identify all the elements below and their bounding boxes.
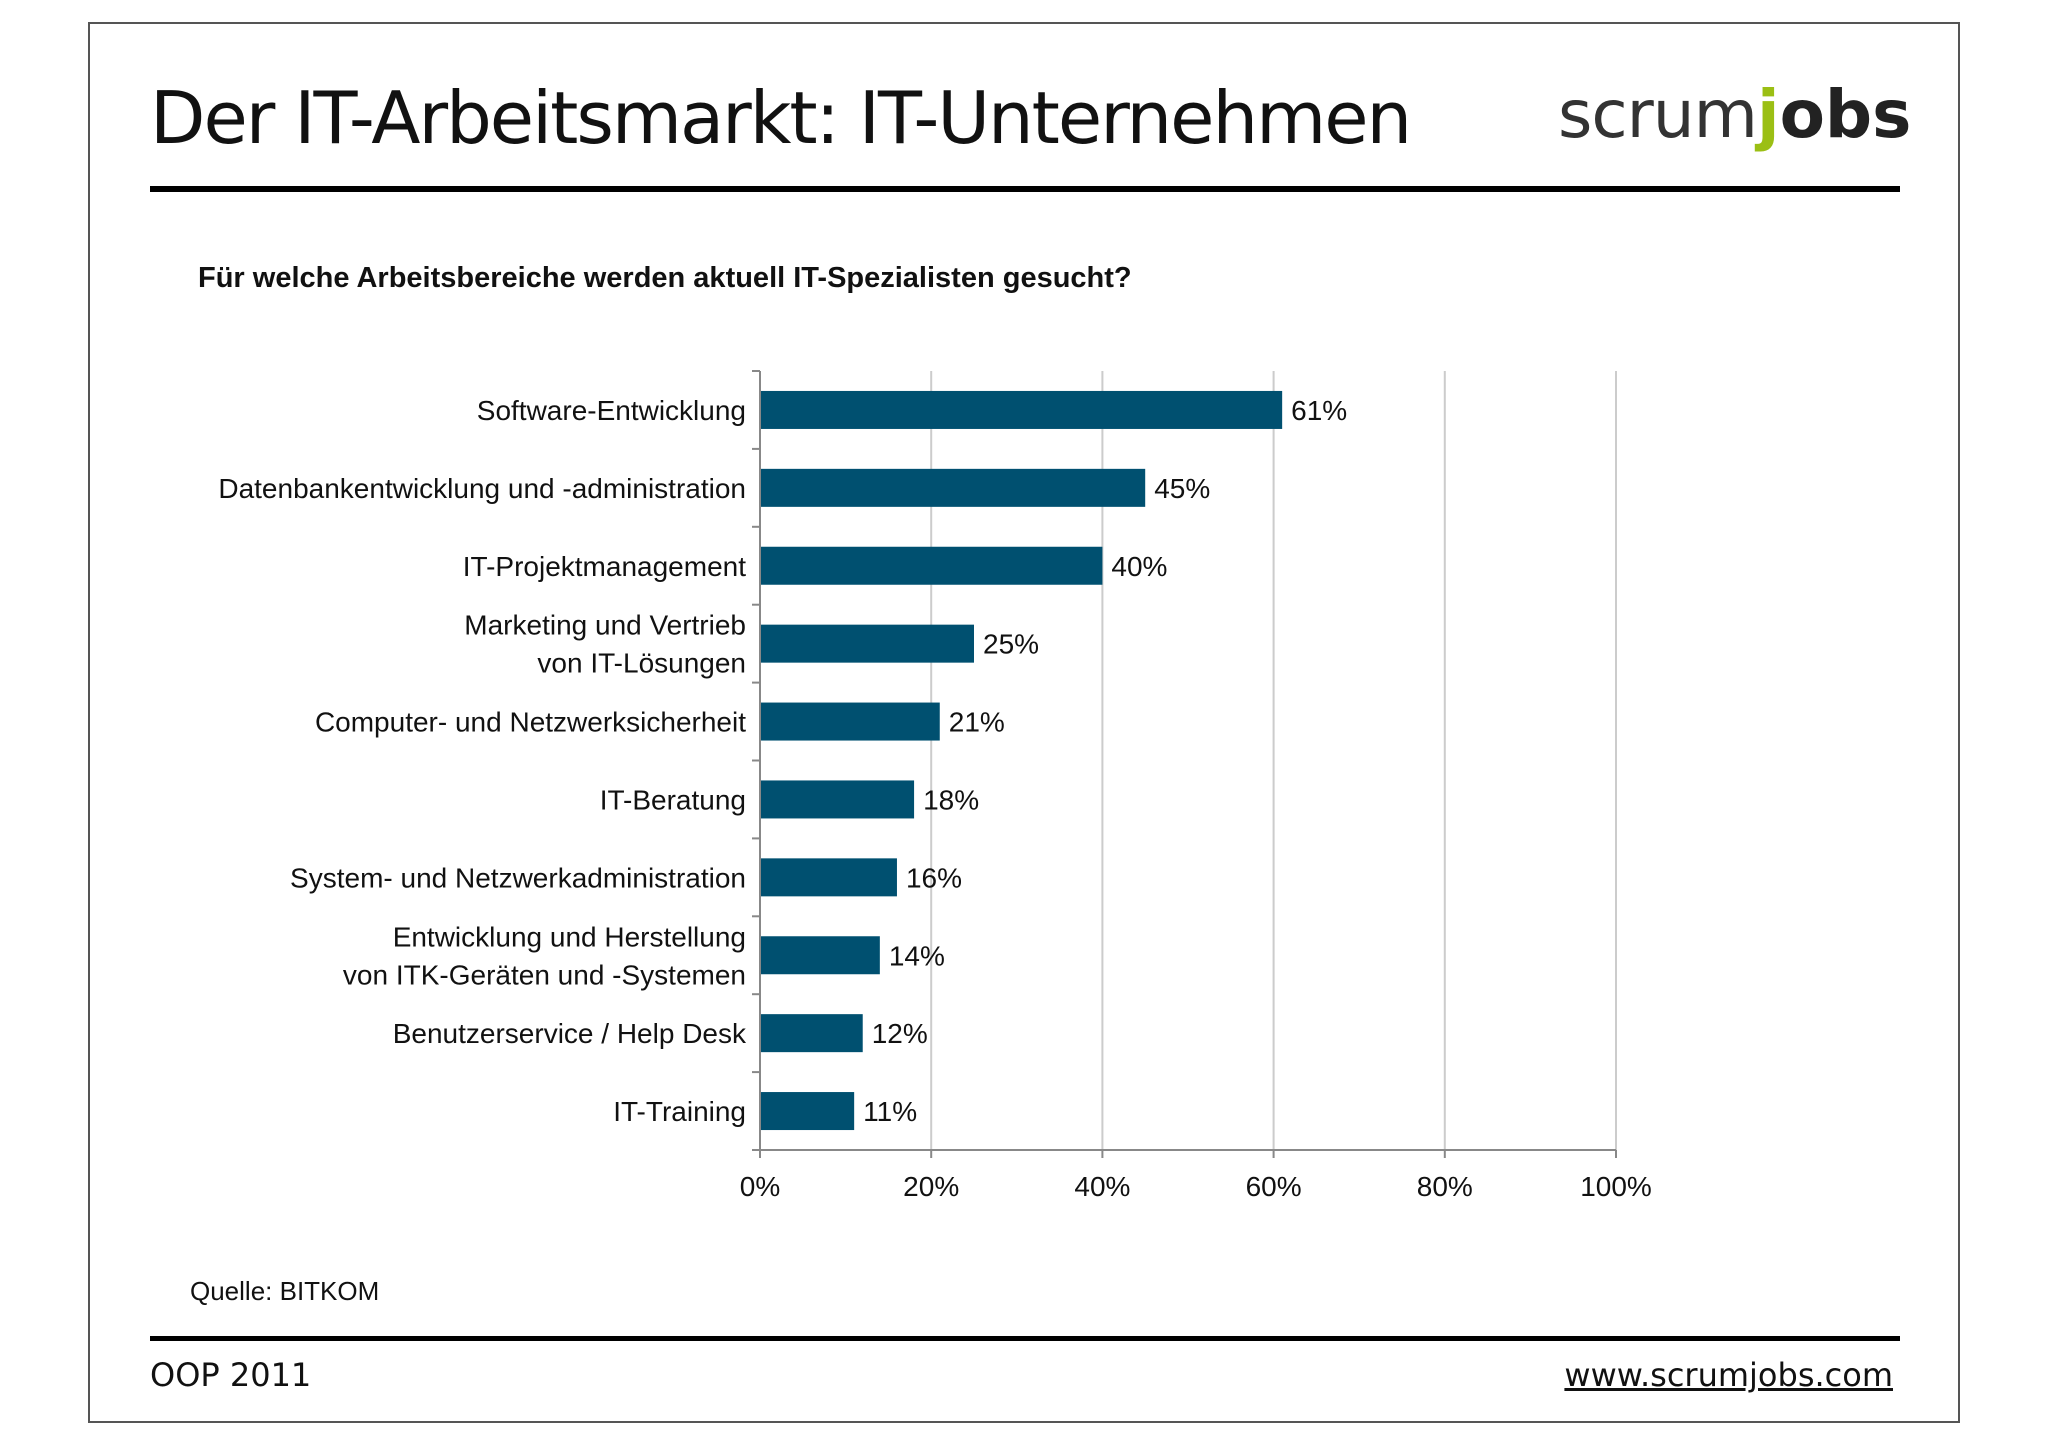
value-label: 40%: [1111, 551, 1167, 582]
slide-title: Der IT-Arbeitsmarkt: IT-Unternehmen: [150, 76, 1412, 160]
bar: [761, 702, 940, 741]
category-label: von ITK-Geräten und -Systemen: [343, 959, 746, 990]
category-label: Benutzerservice / Help Desk: [393, 1018, 747, 1049]
logo-text-obs: obs: [1779, 76, 1912, 153]
category-label: Computer- und Netzwerksicherheit: [315, 707, 746, 738]
x-tick-label: 0%: [740, 1171, 780, 1202]
value-label: 12%: [872, 1018, 928, 1049]
x-tick-label: 60%: [1246, 1171, 1302, 1202]
value-label: 16%: [906, 862, 962, 893]
value-label: 61%: [1291, 395, 1347, 426]
bar: [761, 468, 1146, 507]
logo-text-j: j: [1756, 76, 1780, 153]
value-label: 14%: [889, 940, 945, 971]
bar: [761, 546, 1103, 585]
category-label: Software-Entwicklung: [477, 395, 746, 426]
slide-frame: [88, 22, 1960, 1423]
chart-title: Für welche Arbeitsbereiche werden aktuel…: [198, 262, 1132, 294]
x-tick-label: 20%: [903, 1171, 959, 1202]
value-label: 45%: [1154, 473, 1210, 504]
bar: [761, 936, 880, 975]
bar: [761, 780, 915, 819]
footer-divider: [150, 1336, 1900, 1341]
value-label: 18%: [923, 784, 979, 815]
bar: [761, 1092, 855, 1131]
value-label: 21%: [949, 707, 1005, 738]
logo-text-scrum: scrum: [1558, 76, 1758, 153]
bar: [761, 1014, 863, 1053]
source-note: Quelle: BITKOM: [190, 1276, 380, 1306]
title-divider: [150, 186, 1900, 192]
category-label: IT-Beratung: [600, 784, 746, 815]
bar: [761, 390, 1283, 429]
x-tick-label: 100%: [1580, 1171, 1652, 1202]
category-label: IT-Training: [613, 1096, 746, 1127]
bar: [761, 858, 897, 897]
footer-website-link[interactable]: www.scrumjobs.com: [1564, 1356, 1893, 1394]
x-tick-label: 40%: [1074, 1171, 1130, 1202]
category-label: System- und Netzwerkadministration: [290, 862, 746, 893]
category-label: von IT-Lösungen: [537, 648, 746, 679]
category-label: Entwicklung und Herstellung: [393, 921, 746, 952]
scrumjobs-logo: scrumjobs: [1558, 82, 1911, 148]
category-label: Marketing und Vertrieb: [464, 610, 746, 641]
category-label: IT-Projektmanagement: [463, 551, 746, 582]
x-tick-label: 80%: [1417, 1171, 1473, 1202]
value-label: 11%: [863, 1096, 917, 1127]
footer-event: OOP 2011: [150, 1356, 312, 1394]
bar: [761, 624, 974, 663]
category-label: Datenbankentwicklung und -administration: [218, 473, 746, 504]
value-label: 25%: [983, 629, 1039, 660]
